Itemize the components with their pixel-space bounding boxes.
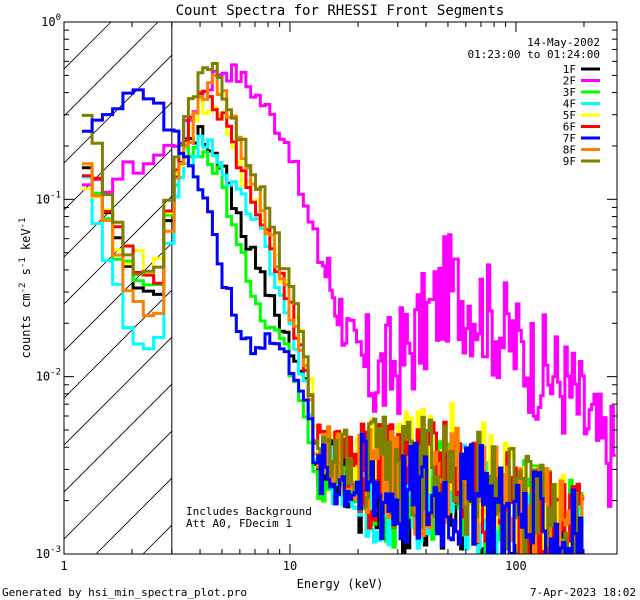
- y-tick-label: 100: [41, 13, 61, 29]
- legend-label-9F: 9F: [563, 155, 576, 168]
- x-tick-label: 10: [283, 559, 297, 573]
- x-tick-label: 1: [60, 559, 67, 573]
- series-line-2F: [81, 63, 616, 508]
- legend-label-5F: 5F: [563, 109, 576, 122]
- y-tick-label: 10-2: [36, 368, 61, 384]
- y-axis-label-mid2: keV: [19, 228, 33, 257]
- y-axis-label-exp1: -2: [18, 283, 28, 294]
- x-tick-label: 100: [505, 559, 527, 573]
- y-tick-label: 10-1: [36, 190, 61, 206]
- legend-label-7F: 7F: [563, 132, 576, 145]
- chart-title: Count Spectra for RHESSI Front Segments: [176, 3, 505, 19]
- y-axis-label-mid1: s: [19, 268, 33, 282]
- annotation-attenuator: Att A0, FDecim 1: [186, 517, 292, 530]
- legend-label-8F: 8F: [563, 144, 576, 157]
- series-line-7F: [81, 88, 584, 554]
- legend-label-6F: 6F: [563, 121, 576, 134]
- y-tick-label: 10-3: [36, 545, 61, 561]
- header-line-time-range: 01:23:00 to 01:24:00: [468, 48, 600, 61]
- legend-label-4F: 4F: [563, 98, 576, 111]
- footer-generated-by: Generated by hsi_min_spectra_plot.pro: [2, 586, 247, 599]
- axes-layer: 1 10 100 100 10-1 10-2 10-3: [36, 13, 617, 573]
- plot-frame: [63, 21, 618, 555]
- header-line-date: 14-May-2002: [527, 36, 600, 49]
- legend-label-1F: 1F: [563, 63, 576, 76]
- legend-label-3F: 3F: [563, 86, 576, 99]
- annotation-background: Includes Background: [186, 505, 312, 518]
- y-axis-label: counts cm-2 s-1 keV-1: [18, 218, 33, 359]
- x-axis-label: Energy (keV): [297, 577, 384, 591]
- y-axis-label-base: counts cm: [19, 293, 33, 358]
- legend-label-2F: 2F: [563, 75, 576, 88]
- y-axis-label-exp2: -1: [18, 257, 28, 268]
- y-axis-label-exp3: -1: [18, 218, 28, 229]
- series-layer: [81, 62, 616, 554]
- footer-timestamp: 7-Apr-2023 18:02: [530, 586, 636, 599]
